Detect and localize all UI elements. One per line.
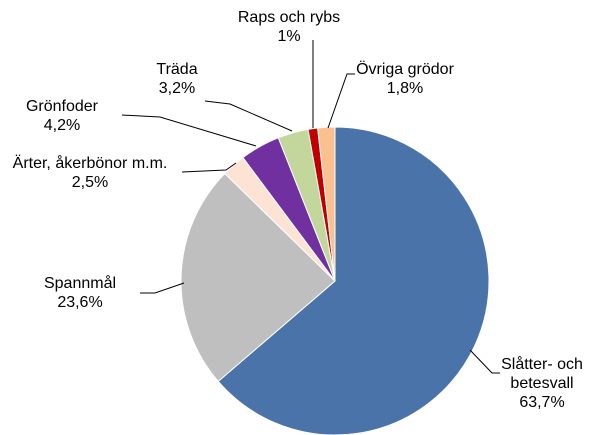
category-name: Raps och rybs <box>237 9 341 26</box>
slice <box>317 126 336 282</box>
slice-label: Grönfoder 4,2% <box>2 97 122 135</box>
slice-label: Ärter, åkerbönor m.m. 2,5% <box>0 154 180 192</box>
leader-line <box>181 162 237 173</box>
value-label: 63,7% <box>519 394 565 411</box>
category-name: Ärter, åkerbönor m.m. <box>12 155 168 172</box>
leader-line <box>469 349 500 374</box>
value-label: 2,5% <box>71 174 109 191</box>
slice-label: Raps och rybs 1% <box>214 8 364 46</box>
slice-label: Övriga grödor 1,8% <box>345 60 465 98</box>
category-name: Träda <box>156 61 198 78</box>
leader-line <box>327 73 355 129</box>
slice <box>180 172 336 383</box>
value-label: 3,2% <box>158 80 196 97</box>
slice-label: Träda 3,2% <box>137 60 217 98</box>
slice <box>217 126 490 435</box>
value-label: 23,6% <box>57 294 103 311</box>
category-name: Slåtter- och betesvall <box>501 356 583 392</box>
category-name: Grönfoder <box>25 98 99 115</box>
leader-line <box>204 100 293 132</box>
leader-line <box>140 282 185 294</box>
value-label: 1,8% <box>386 80 424 97</box>
slice-label: Slåtter- och betesvall 63,7% <box>492 355 592 412</box>
value-label: 1% <box>277 28 301 45</box>
value-label: 4,2% <box>43 117 81 134</box>
leader-line <box>121 114 257 147</box>
category-name: Övriga grödor <box>356 61 454 78</box>
slice-label: Spannmål 23,6% <box>15 274 145 312</box>
category-name: Spannmål <box>43 275 117 292</box>
